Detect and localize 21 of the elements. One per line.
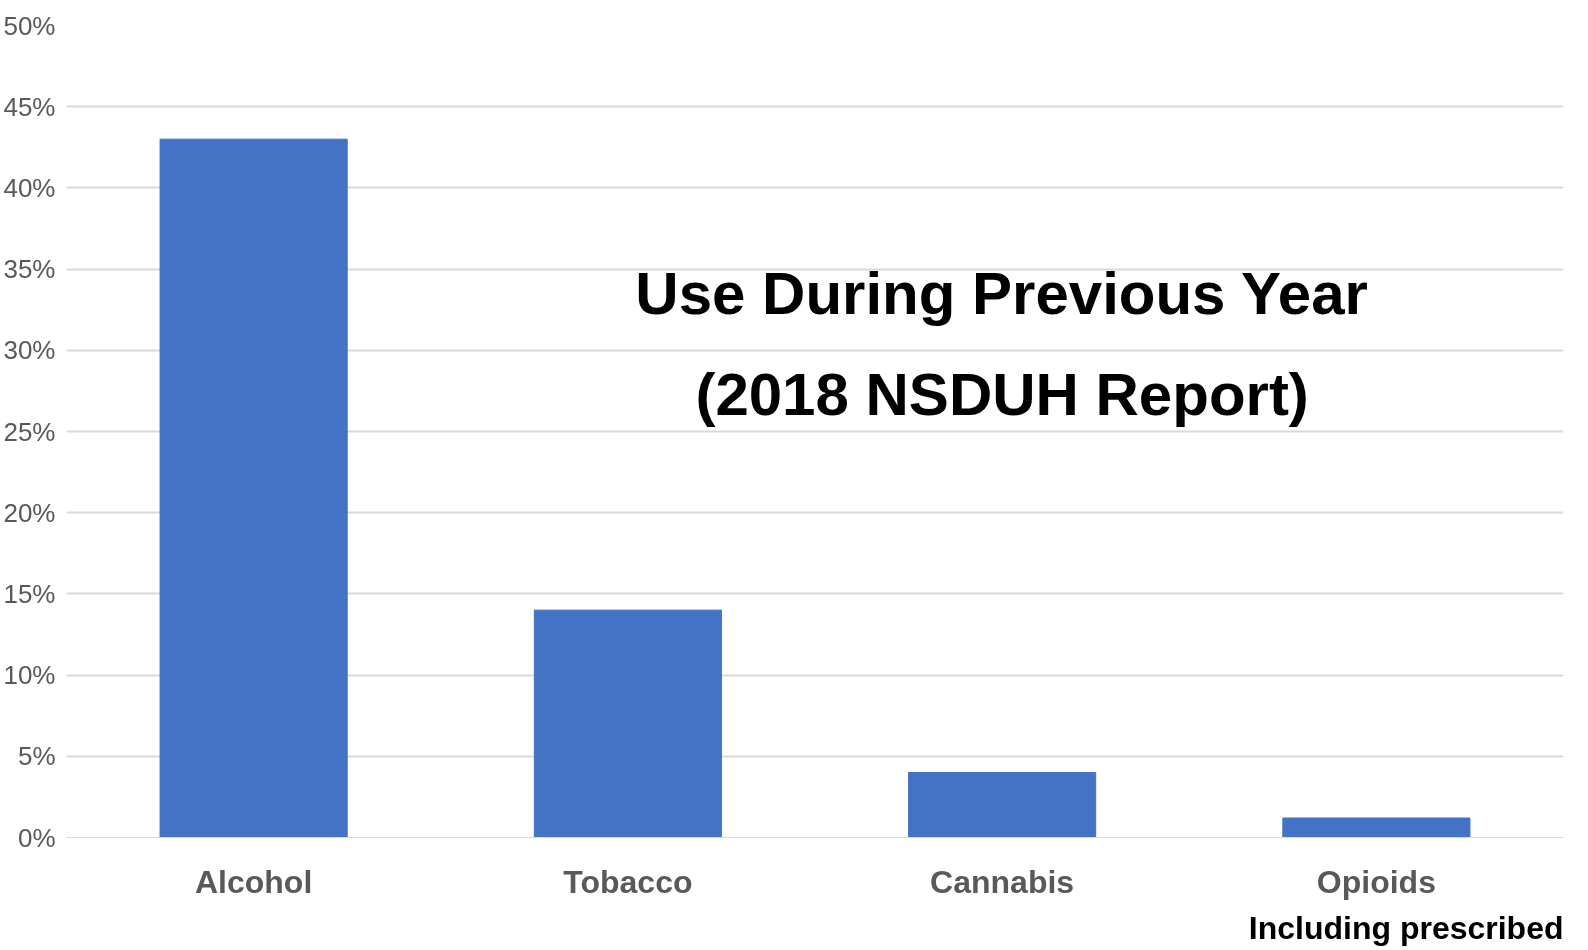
- y-tick-label: 30%: [3, 335, 56, 366]
- y-tick-label: 40%: [3, 172, 56, 203]
- y-tick-label: 35%: [3, 254, 56, 285]
- x-tick-label: Opioids: [1316, 863, 1436, 900]
- x-tick-label: Cannabis: [930, 863, 1075, 900]
- y-tick-label: 50%: [3, 10, 56, 41]
- bar: [908, 772, 1097, 838]
- bar: [533, 609, 722, 838]
- text: Including prescribed: [1248, 909, 1564, 946]
- y-tick-label: 25%: [3, 416, 56, 447]
- y-tick-label: 0%: [17, 822, 56, 853]
- x-tick-label: Tobacco: [563, 863, 693, 900]
- y-tick-label: 20%: [3, 497, 56, 528]
- y-tick-label: 45%: [3, 91, 56, 122]
- bar: [159, 138, 348, 838]
- bar: [1282, 817, 1471, 838]
- text: Use During Previous Year (2018 NSDUH Report): [635, 259, 1368, 429]
- y-tick-label: 15%: [3, 578, 56, 609]
- y-tick-label: 10%: [3, 660, 56, 691]
- y-tick-label: 5%: [17, 741, 56, 772]
- x-tick-label: Alcohol: [194, 863, 313, 900]
